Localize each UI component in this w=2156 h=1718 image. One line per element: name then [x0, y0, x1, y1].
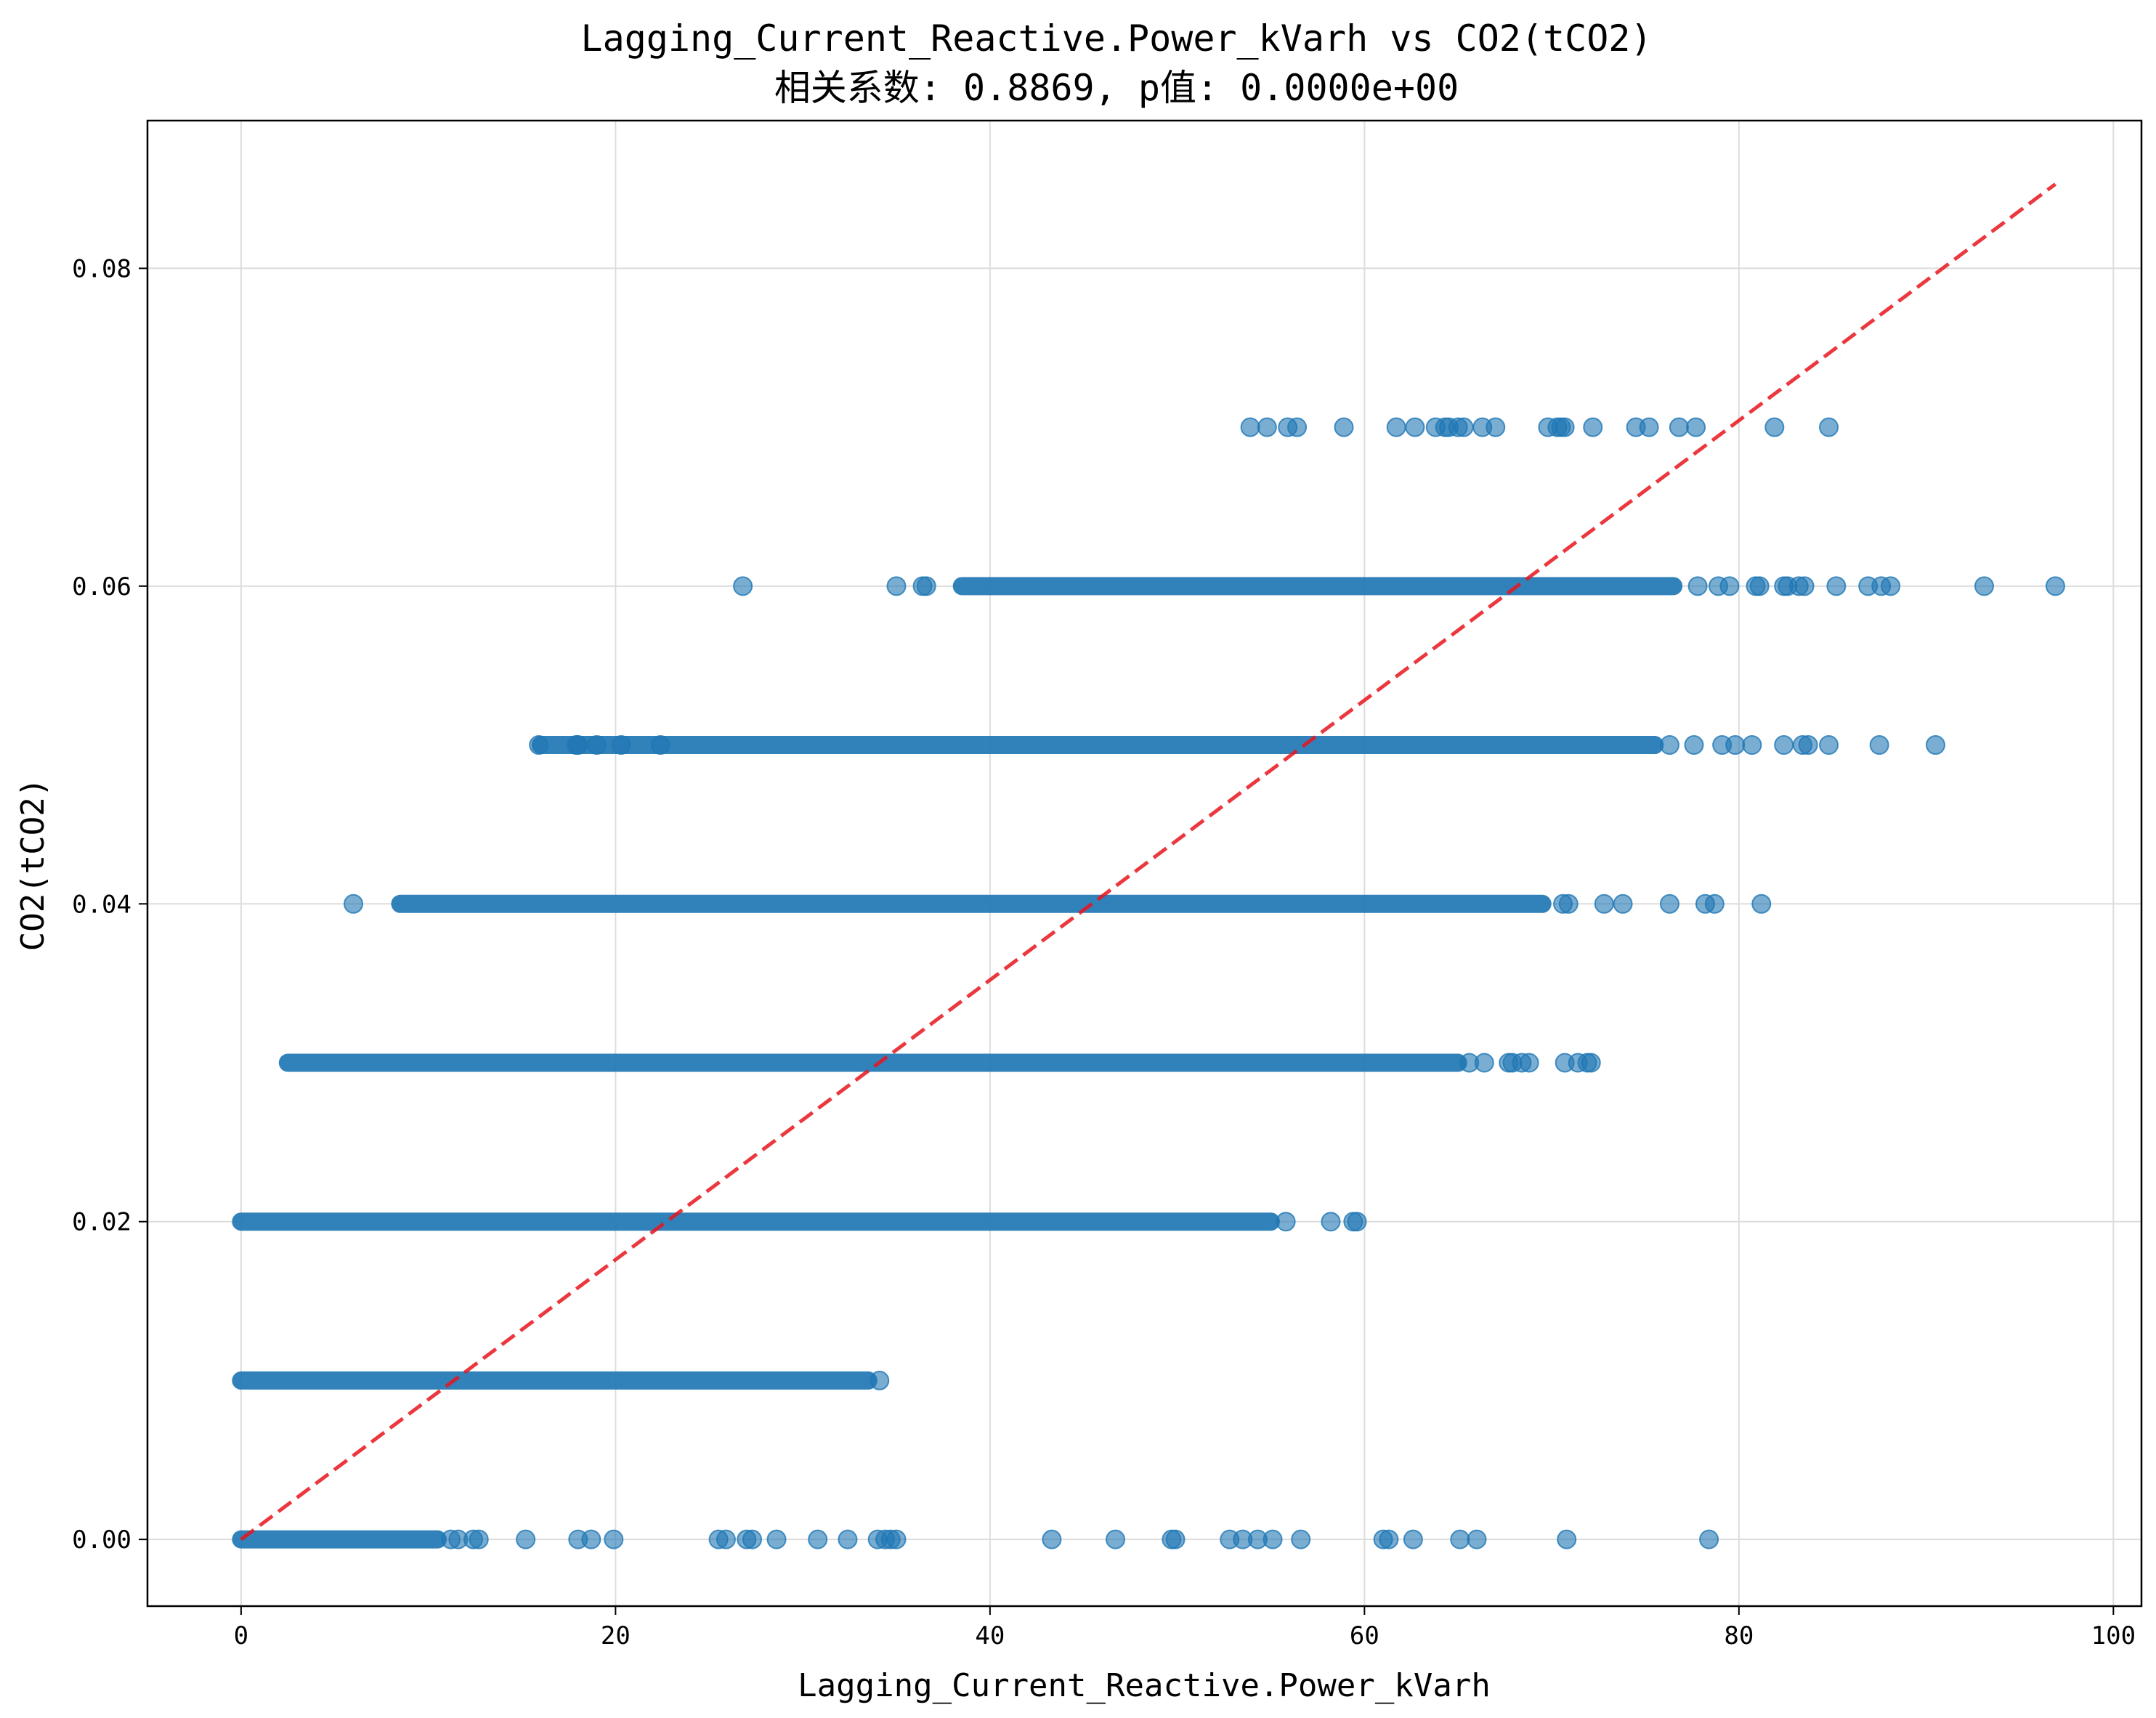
x-axis-label: Lagging_Current_Reactive.Power_kVarh [798, 1667, 1491, 1704]
data-point [1719, 576, 1740, 596]
data-point [1613, 894, 1633, 914]
data-point [650, 735, 670, 755]
x-tick-label: 80 [1724, 1621, 1754, 1650]
data-point [1486, 417, 1506, 437]
x-tick-label: 20 [601, 1621, 631, 1650]
data-point [1669, 417, 1689, 437]
data-point [1764, 417, 1785, 437]
trend-line [240, 182, 2056, 1541]
data-point [1379, 1529, 1399, 1549]
data-point [1869, 735, 1889, 755]
data-point [529, 735, 549, 755]
data-point [1639, 417, 1659, 437]
data-point [1684, 735, 1704, 755]
data-point [1257, 417, 1277, 437]
data-point [1454, 417, 1474, 437]
chart-title: Lagging_Current_Reactive.Power_kVarh vs … [580, 17, 1652, 60]
data-point [1321, 1212, 1341, 1232]
scatter-points [232, 417, 2065, 1549]
chart-subtitle: 相关系数: 0.8869, p值: 0.0000e+00 [774, 67, 1459, 109]
x-axis: 0 20 40 60 80 100 [234, 1606, 2136, 1650]
data-point [733, 576, 753, 596]
data-point [916, 576, 936, 596]
data-point [469, 1529, 489, 1549]
data-point [1687, 576, 1708, 596]
data-point [1699, 1529, 1719, 1549]
data-point [1742, 735, 1762, 755]
x-tick-label: 0 [234, 1621, 248, 1650]
data-point [1751, 894, 1772, 914]
data-point [1925, 735, 1945, 755]
data-point [838, 1529, 858, 1549]
data-point [742, 1529, 763, 1549]
data-point [611, 735, 631, 755]
data-point [1519, 1053, 1539, 1073]
data-point [581, 1529, 601, 1549]
data-point [1403, 1529, 1423, 1549]
y-tick-label: 0.02 [72, 1208, 131, 1237]
data-point [1794, 576, 1815, 596]
data-point [1347, 1212, 1367, 1232]
data-point [1583, 417, 1603, 437]
data-point [1405, 417, 1425, 437]
y-tick-label: 0.04 [72, 890, 131, 919]
data-point [1704, 894, 1725, 914]
data-point [1974, 576, 1994, 596]
data-point [886, 1529, 907, 1549]
data-point [1819, 417, 1839, 437]
data-point [587, 735, 607, 755]
data-point [1659, 894, 1679, 914]
data-point [1165, 1529, 1186, 1549]
y-tick-label: 0.06 [72, 572, 131, 601]
trend-line-layer [240, 182, 2056, 1541]
data-point [766, 1529, 787, 1549]
data-point [1725, 735, 1746, 755]
data-point [1042, 1529, 1062, 1549]
data-point [1555, 417, 1575, 437]
data-point [516, 1529, 536, 1549]
data-point [716, 1529, 736, 1549]
data-point [1826, 576, 1847, 596]
x-tick-label: 100 [2091, 1621, 2136, 1650]
data-point [1106, 1529, 1126, 1549]
y-axis-label: CO2(tCO2) [15, 778, 52, 951]
plot-area-frame [146, 119, 2143, 1608]
y-tick-label: 0.00 [72, 1525, 131, 1555]
data-point [1450, 1529, 1470, 1549]
data-point [870, 1370, 890, 1390]
x-tick-label: 40 [975, 1621, 1005, 1650]
data-point [1581, 1053, 1601, 1073]
data-point [1287, 417, 1308, 437]
data-point [1276, 1212, 1296, 1232]
y-axis: 0.00 0.02 0.04 0.06 0.08 [72, 254, 147, 1555]
data-point [808, 1529, 828, 1549]
data-point [1749, 576, 1770, 596]
data-point [1291, 1529, 1311, 1549]
data-point [1686, 417, 1706, 437]
data-point [1240, 417, 1260, 437]
y-tick-label: 0.08 [72, 254, 131, 283]
data-point [1557, 1529, 1577, 1549]
data-point [1798, 735, 1818, 755]
data-point [1774, 735, 1794, 755]
data-point [1558, 894, 1578, 914]
data-point [886, 576, 907, 596]
data-point [1594, 894, 1614, 914]
data-point [1881, 576, 1901, 596]
data-point [1263, 1529, 1283, 1549]
data-point [1474, 1053, 1494, 1073]
data-point [1819, 735, 1839, 755]
x-tick-label: 60 [1350, 1621, 1379, 1650]
data-point [2045, 576, 2065, 596]
data-point [1467, 1529, 1487, 1549]
data-point [568, 735, 588, 755]
data-point [604, 1529, 624, 1549]
data-point [1386, 417, 1406, 437]
data-point [344, 894, 364, 914]
data-point [1659, 735, 1679, 755]
data-point [1334, 417, 1354, 437]
